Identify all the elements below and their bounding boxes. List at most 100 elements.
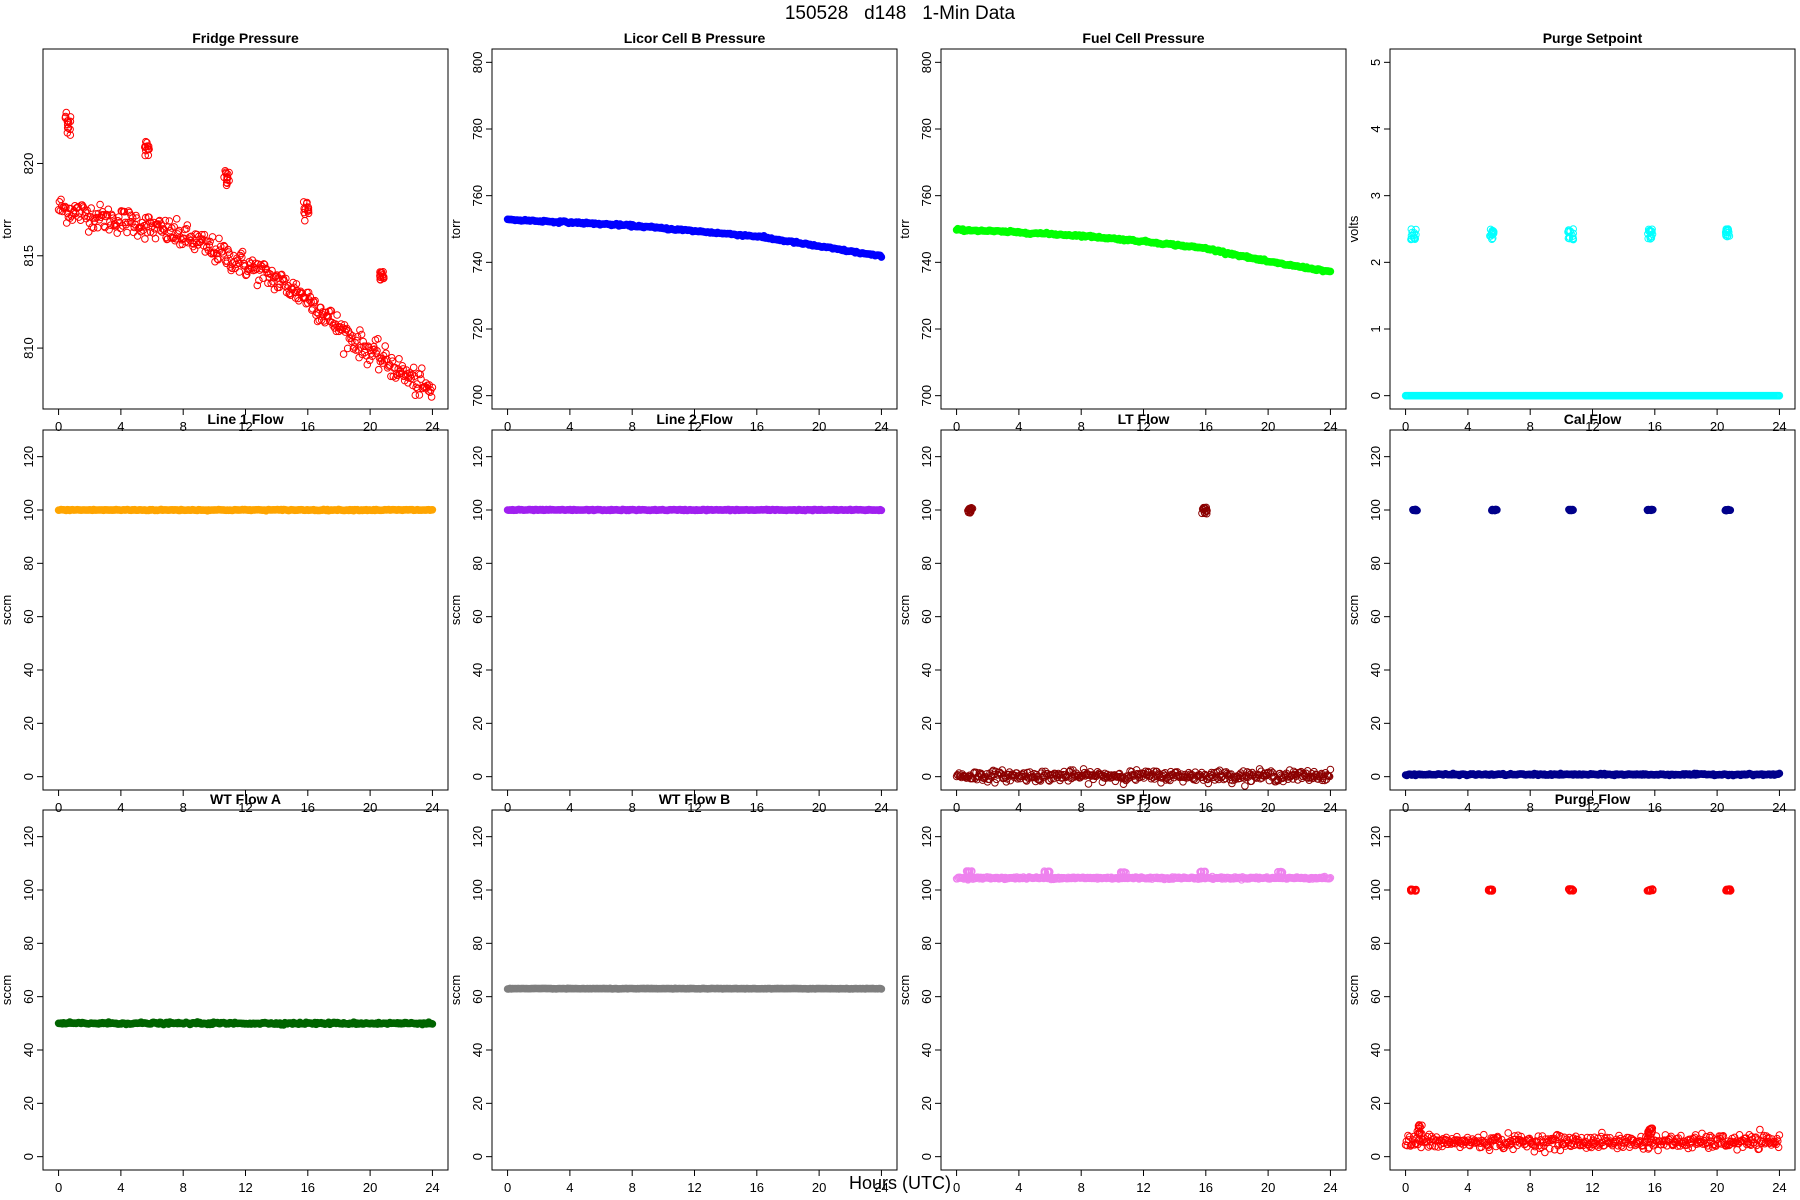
x-tick-label: 24 <box>425 419 439 434</box>
data-point <box>304 207 313 215</box>
data-point <box>58 202 66 210</box>
x-tick-label: 0 <box>55 419 62 434</box>
data-point <box>114 217 122 225</box>
x-tick-label: 24 <box>1323 419 1337 434</box>
data-point <box>64 124 73 132</box>
data-point <box>155 216 164 225</box>
data-point <box>275 283 284 292</box>
data-point <box>170 223 178 231</box>
data-point <box>163 235 172 243</box>
data-point <box>161 216 170 225</box>
y-tick-label: 20 <box>470 1096 485 1110</box>
data-point <box>63 120 72 129</box>
data-point <box>209 249 218 258</box>
y-tick-label: 780 <box>919 118 934 140</box>
x-tick-label: 0 <box>55 800 62 815</box>
y-tick-label: 820 <box>21 153 36 175</box>
data-point <box>877 253 886 261</box>
x-tick-label: 0 <box>1402 419 1409 434</box>
data-point <box>172 215 181 223</box>
y-tick-label: 720 <box>919 318 934 340</box>
y-tick-label: 60 <box>1368 609 1383 623</box>
data-point <box>113 229 121 237</box>
x-tick-label: 16 <box>1648 419 1662 434</box>
y-tick-label: 810 <box>21 337 36 359</box>
data-point <box>105 226 113 234</box>
data-points <box>503 215 886 261</box>
y-axis-label: sccm <box>897 975 912 1005</box>
data-point <box>376 357 385 366</box>
data-point <box>395 355 403 363</box>
y-tick-label: 120 <box>470 826 485 848</box>
data-point <box>361 342 370 351</box>
data-point <box>380 274 388 282</box>
y-tick-label: 700 <box>919 385 934 407</box>
x-tick-label: 4 <box>1464 419 1471 434</box>
y-tick-label: 120 <box>919 826 934 848</box>
data-point <box>164 223 173 231</box>
data-point <box>145 145 153 153</box>
data-point <box>237 249 245 258</box>
data-point <box>235 268 244 276</box>
x-tick-label: 8 <box>629 419 636 434</box>
x-tick-label: 0 <box>953 800 960 815</box>
y-tick-label: 3 <box>1368 192 1383 199</box>
data-point <box>321 308 330 317</box>
panel-title: Fuel Cell Pressure <box>1082 30 1204 46</box>
data-point <box>180 234 188 243</box>
y-tick-label: 0 <box>470 773 485 780</box>
data-points <box>952 867 1335 884</box>
data-point <box>304 203 313 212</box>
y-tick-label: 80 <box>919 556 934 570</box>
data-point <box>326 306 335 315</box>
data-point <box>311 296 319 305</box>
x-tick-label: 8 <box>180 419 187 434</box>
page-title: 150528 d148 1-Min Data <box>784 3 1016 24</box>
data-points <box>54 1018 437 1029</box>
data-point <box>66 214 74 222</box>
data-point <box>337 320 346 328</box>
data-point <box>116 224 125 233</box>
y-tick-label: 4 <box>1368 125 1383 132</box>
data-point <box>348 332 357 340</box>
y-tick-label: 80 <box>470 936 485 950</box>
data-points <box>503 505 886 515</box>
data-point <box>182 225 191 233</box>
y-tick-label: 2 <box>1368 259 1383 266</box>
y-tick-label: 80 <box>919 936 934 950</box>
data-point <box>1488 505 1497 514</box>
y-axis-label: volts <box>1346 215 1361 242</box>
data-point <box>213 255 222 263</box>
data-point <box>256 261 265 269</box>
y-axis-label: sccm <box>1346 595 1361 625</box>
y-tick-label: 0 <box>1368 773 1383 780</box>
x-tick-label: 20 <box>1261 800 1275 815</box>
data-point <box>346 330 355 339</box>
x-tick-label: 16 <box>301 800 315 815</box>
data-point <box>1326 267 1335 276</box>
y-axis-label: sccm <box>448 975 463 1005</box>
y-tick-label: 1 <box>1368 325 1383 332</box>
y-tick-label: 120 <box>21 826 36 848</box>
y-tick-label: 40 <box>1368 663 1383 677</box>
data-points <box>1401 505 1784 780</box>
data-point <box>877 985 886 993</box>
data-point <box>184 238 192 247</box>
data-point <box>370 345 379 354</box>
x-tick-label: 8 <box>1078 800 1085 815</box>
data-point <box>300 204 309 213</box>
data-point <box>62 108 71 117</box>
y-tick-label: 0 <box>21 773 36 780</box>
x-tick-label: 24 <box>1772 419 1786 434</box>
x-tick-label: 20 <box>363 800 377 815</box>
data-point <box>1204 779 1213 788</box>
data-point <box>278 275 287 284</box>
y-tick-label: 80 <box>21 936 36 950</box>
data-point <box>222 169 230 178</box>
data-point <box>253 281 262 290</box>
